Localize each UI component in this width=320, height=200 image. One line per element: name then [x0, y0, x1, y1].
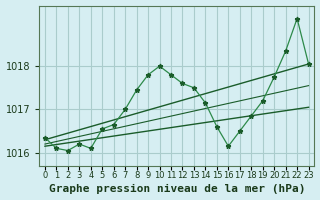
X-axis label: Graphe pression niveau de la mer (hPa): Graphe pression niveau de la mer (hPa) [49, 184, 305, 194]
